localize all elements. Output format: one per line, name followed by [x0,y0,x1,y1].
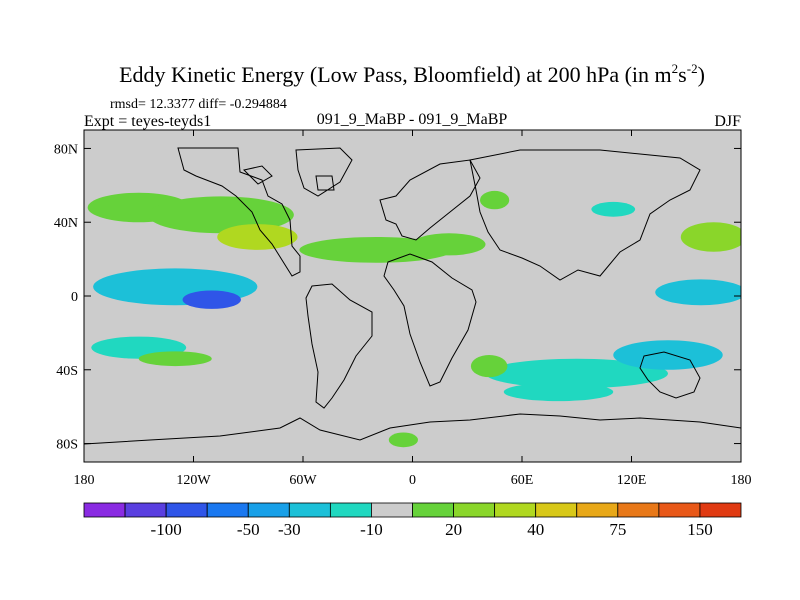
x-tick-label-1: 120W [176,473,211,488]
colorbar [83,502,742,518]
colorbar-label-3: -10 [360,520,383,539]
anomaly-s-atlantic-green [470,355,508,378]
colorbar-swatch-6 [329,502,372,518]
anomaly-australia-cyan [613,340,723,370]
colorbar-label-7: 150 [687,520,713,539]
anomaly-trop-east-cyan [655,279,741,306]
season-label: DJF [714,113,741,130]
colorbar-label-5: 40 [527,520,544,539]
coast-north-america [177,147,301,277]
coast-south-america [305,283,373,409]
colorbar-swatch-5 [288,502,331,518]
colorbar-label-1: -50 [237,520,260,539]
coast-australia [639,351,701,399]
anomaly-siberia-cyan [591,201,636,217]
experiment-label: Expt = teyes-teyds1 [84,113,211,130]
comparison-label: 091_9_MaBP - 091_9_MaBP [317,111,508,128]
anomaly-n-pacific-yellow [217,224,298,250]
y-tick-label-3: 40S [56,364,78,379]
title-s: s [678,62,687,87]
x-tick-label-0: 180 [74,473,95,488]
colorbar-swatch-3 [206,502,249,518]
colorbar-swatch-2 [165,502,208,518]
anomaly-antarctic-green [388,432,418,448]
anomaly-s-indian-cyan [485,358,668,389]
anomaly-n-atlantic-green-2 [480,190,510,210]
colorbar-swatch-1 [124,502,167,518]
coast-asia [469,149,701,281]
colorbar-swatch-12 [576,502,619,518]
coast-africa [383,253,477,387]
colorbar-label-2: -30 [278,520,301,539]
x-tick-label-3: 0 [409,473,416,488]
anomaly-s-ocean-cyan [503,382,614,402]
colorbar-labels: -100 -50 -30 -10 20 40 75 150 [151,520,713,539]
coast-arctic-islands [243,165,335,191]
colorbar-swatch-4 [247,502,290,518]
title-exp-2: -2 [687,61,698,76]
stats-line: rmsd= 12.3377 diff= -0.294884 [110,97,287,112]
anomaly-eurasia-green [412,233,486,256]
x-tick-label-6: 180 [731,473,752,488]
anomaly-trop-pacific-blue [182,290,241,309]
colorbar-swatch-13 [617,502,660,518]
colorbar-swatch-11 [535,502,578,518]
colorbar-swatch-8 [412,502,454,518]
colorbar-label-0: -100 [151,520,182,539]
coast-europe [379,159,481,241]
chart-title: Eddy Kinetic Energy (Low Pass, Bloomfiel… [119,61,705,87]
title-close: ) [698,62,705,87]
colorbar-label-6: 75 [609,520,626,539]
anomaly-n-pacific-east-green [680,222,741,252]
y-tick-label-4: 80S [56,438,78,453]
colorbar-label-4: 20 [445,520,462,539]
chart-title-main: Eddy Kinetic Energy (Low Pass, Bloomfiel… [119,62,672,87]
anomaly-layer [87,190,741,448]
colorbar-swatch-14 [658,502,701,518]
colorbar-swatch-7 [371,502,413,518]
y-tick-label-1: 40N [54,216,78,231]
title-exp-1: 2 [672,61,679,76]
colorbar-swatch-9 [453,502,496,518]
y-tick-label-2: 0 [71,290,78,305]
map-panel [84,130,741,462]
y-tick-label-0: 80N [54,142,78,157]
x-tick-label-5: 120E [617,473,647,488]
colorbar-swatch-0 [83,502,126,518]
anomaly-s-pacific-green [138,351,212,367]
coastline-layer [84,147,741,445]
y-axis: 80N 40N 0 40S 80S [54,142,741,453]
coast-greenland [295,147,353,197]
colorbar-swatch-15 [699,502,742,518]
colorbar-swatch-10 [494,502,537,518]
coast-antarctica [84,413,741,445]
x-tick-label-4: 60E [511,473,534,488]
x-tick-label-2: 60W [289,473,317,488]
x-axis: 180 120W 60W 0 60E 120E 180 [74,130,752,488]
